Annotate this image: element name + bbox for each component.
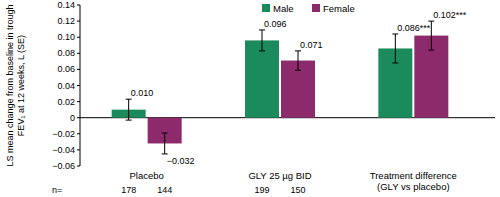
error-line xyxy=(262,30,263,51)
error-cap xyxy=(259,50,265,51)
data-label: 0.086*** xyxy=(397,23,431,33)
category-label: GLY 25 µg BID xyxy=(248,170,311,181)
y-tick xyxy=(77,53,80,54)
data-label: −0.032 xyxy=(167,156,195,166)
chart: −0.06 −0.04 −0.02 0 0.02 0.04 0.06 0.08 0.10 0.12… xyxy=(0,0,500,197)
error-cap xyxy=(295,50,301,51)
y-tick xyxy=(77,133,80,134)
error-cap xyxy=(428,50,434,51)
y-tick xyxy=(77,101,80,102)
legend-swatch xyxy=(262,4,270,12)
error-line xyxy=(298,51,299,70)
y-tick-label: 0.14 xyxy=(57,0,75,10)
bar xyxy=(245,40,279,117)
y-tick-label: 0.06 xyxy=(57,64,75,74)
error-cap xyxy=(428,21,434,22)
error-cap xyxy=(162,132,168,133)
error-bar xyxy=(126,99,132,120)
y-tick xyxy=(77,85,80,86)
category-label: Placebo xyxy=(129,170,163,181)
y-tick xyxy=(77,37,80,38)
legend-label: Male xyxy=(273,3,294,14)
data-label: 0.102*** xyxy=(433,10,467,20)
y-tick xyxy=(77,21,80,22)
y-tick xyxy=(77,117,80,118)
y-tick-label: 0.02 xyxy=(57,97,75,107)
category-label-line: GLY 25 µg BID xyxy=(248,170,311,181)
y-axis-label-line: FEV₁ at 12 weeks, L (SE) xyxy=(16,35,26,136)
category-label-line: Treatment difference xyxy=(370,170,457,181)
bars xyxy=(112,21,449,154)
y-tick xyxy=(77,5,80,6)
error-cap xyxy=(392,33,398,34)
data-label: 0.096 xyxy=(264,19,287,29)
error-cap xyxy=(295,70,301,71)
error-bar xyxy=(259,30,265,51)
n-value: 144 xyxy=(157,185,172,195)
y-tick xyxy=(77,166,80,167)
n-value: 199 xyxy=(254,185,269,195)
error-cap xyxy=(259,29,265,30)
category-label: Treatment difference(GLY vs placebo) xyxy=(370,170,457,192)
error-line xyxy=(395,34,396,63)
category-label-line: Placebo xyxy=(129,170,163,181)
y-tick-label: 0 xyxy=(70,113,75,123)
error-cap xyxy=(126,120,132,121)
category-label-line: (GLY vs placebo) xyxy=(377,181,450,192)
error-line xyxy=(431,21,432,50)
data-label: 0.071 xyxy=(300,40,323,50)
n-label: n= xyxy=(52,185,62,195)
error-cap xyxy=(162,153,168,154)
error-bar xyxy=(295,51,301,70)
data-label: 0.010 xyxy=(131,88,154,98)
y-tick-label: 0.12 xyxy=(57,16,75,26)
y-axis-label-line: LS mean change from baseline in trough xyxy=(5,4,15,166)
error-line xyxy=(164,133,165,154)
legend-label: Female xyxy=(323,3,355,14)
error-line xyxy=(128,99,129,120)
y-tick-label: −0.06 xyxy=(52,161,75,171)
y-tick-label: 0.10 xyxy=(57,32,75,42)
n-value: 178 xyxy=(121,185,136,195)
y-tick xyxy=(77,69,80,70)
y-axis-label: LS mean change from baseline in troughFE… xyxy=(5,4,26,166)
error-bar xyxy=(162,133,168,154)
error-cap xyxy=(392,62,398,63)
y-tick-label: 0.08 xyxy=(57,48,75,58)
y-tick-label: −0.02 xyxy=(52,129,75,139)
error-cap xyxy=(126,99,132,100)
legend-swatch xyxy=(312,4,320,12)
n-value: 150 xyxy=(290,185,305,195)
y-tick xyxy=(77,149,80,150)
y-tick-label: 0.04 xyxy=(57,81,75,91)
error-bar xyxy=(392,34,398,63)
y-tick-label: −0.04 xyxy=(52,145,75,155)
